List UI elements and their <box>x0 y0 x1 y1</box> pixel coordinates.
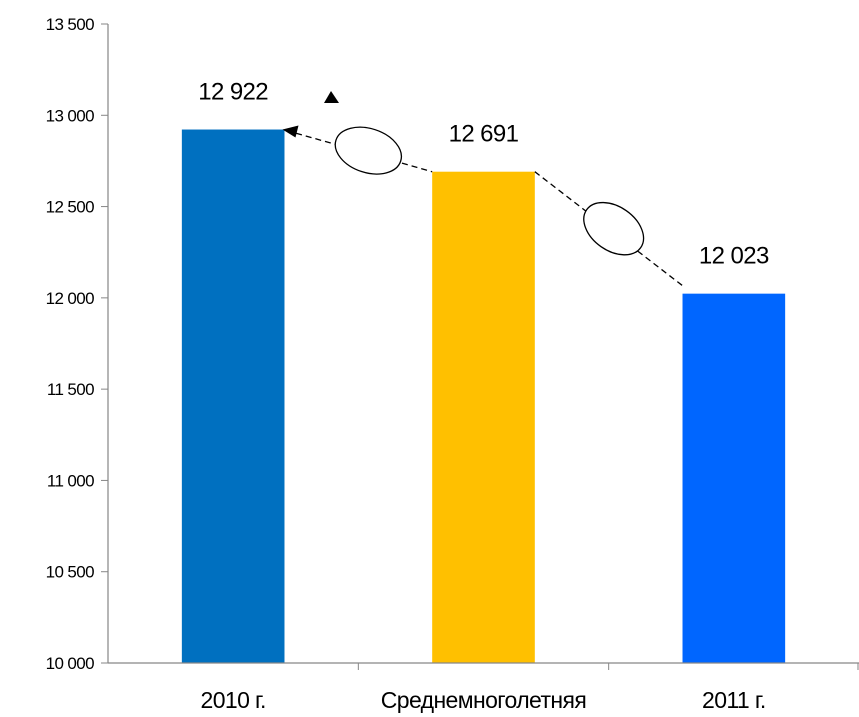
annotation-ellipse <box>583 201 645 256</box>
data-labels: 12 922 12 691 12 023 <box>198 79 769 270</box>
trend-annotations <box>282 91 683 287</box>
bar <box>682 293 786 663</box>
y-tick-label: 11 500 <box>47 380 94 399</box>
y-tick-label: 13 500 <box>46 15 95 34</box>
arrowhead-icon <box>282 125 299 138</box>
bar <box>181 129 285 663</box>
y-tick-label: 10 000 <box>46 654 95 673</box>
data-label: 12 691 <box>449 121 519 148</box>
x-tick-label: Среднемноголетняя <box>381 687 586 713</box>
x-tick-label: 2011 г. <box>702 687 766 713</box>
triangle-marker-icon <box>324 91 339 103</box>
data-label: 12 023 <box>699 243 769 270</box>
bars <box>181 129 786 663</box>
y-tick-label: 12 500 <box>46 198 95 217</box>
y-tick-label: 13 000 <box>46 106 95 125</box>
x-axis-labels: 2010 г. Среднемноголетняя 2011 г. <box>201 687 767 713</box>
x-tick-label: 2010 г. <box>201 687 266 713</box>
axes <box>107 24 859 670</box>
y-tick-label: 10 500 <box>46 563 95 582</box>
y-tick-label: 12 000 <box>46 289 95 308</box>
annotation-ellipse <box>334 126 403 175</box>
y-axis-ticks: 10 000 10 500 11 000 11 500 12 000 12 500 13 0… <box>46 15 108 673</box>
bar <box>432 171 535 663</box>
y-tick-label: 11 000 <box>47 471 94 490</box>
data-label: 12 922 <box>198 79 268 106</box>
